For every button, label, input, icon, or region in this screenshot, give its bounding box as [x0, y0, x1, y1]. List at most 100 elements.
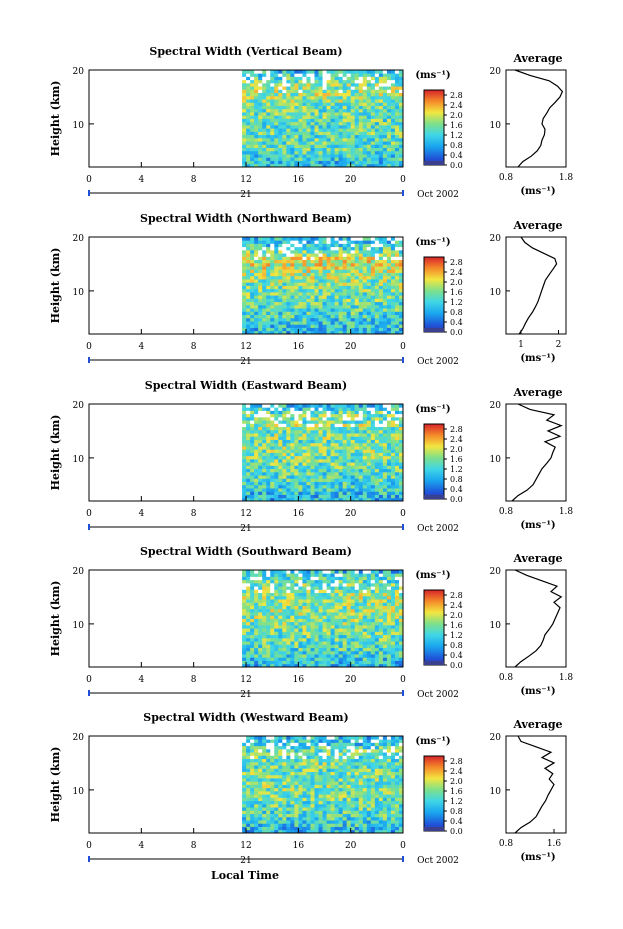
heatmap-cell [386, 579, 392, 584]
heatmap-cell [362, 237, 368, 241]
heatmap-cell [342, 73, 348, 77]
heatmap-cell [282, 624, 287, 629]
heatmap-cell [394, 650, 400, 655]
heatmap-cell [366, 112, 372, 116]
heatmap-cell [322, 259, 327, 264]
heatmap-cell [370, 608, 376, 613]
heatmap-cell [270, 285, 275, 290]
heatmap-cell [398, 304, 404, 309]
heatmap-cell [334, 455, 340, 460]
heatmap-cell [294, 478, 299, 482]
heatmap-cell [246, 455, 251, 460]
heatmap-cell [346, 121, 352, 126]
heatmap-cell [386, 637, 392, 642]
heatmap-cell [334, 484, 340, 489]
heatmap-cell [314, 240, 319, 244]
heatmap-cell [366, 327, 372, 332]
heatmap-cell [294, 618, 299, 623]
heatmap-cell [270, 121, 275, 126]
heatmap-cell [262, 321, 267, 325]
heatmap-cell [366, 637, 372, 642]
heatmap-cell [398, 634, 404, 639]
heatmap-cell [334, 631, 340, 636]
heatmap-cell [290, 612, 295, 616]
heatmap-cell [326, 269, 331, 273]
heatmap-cell [254, 82, 259, 87]
heatmap-cell [394, 458, 400, 463]
heatmap-cell [270, 631, 275, 636]
heatmap-cell [290, 108, 295, 113]
heatmap-cell [306, 650, 311, 655]
heatmap-cell [298, 641, 303, 645]
heatmap-cell [354, 439, 360, 444]
heatmap-cell [302, 76, 307, 81]
heatmap-cell [334, 240, 340, 244]
heatmap-cell [254, 439, 259, 444]
heatmap-cell [346, 602, 352, 606]
heatmap-cell [326, 304, 331, 309]
heatmap-cell [366, 442, 372, 447]
heatmap-cell [298, 137, 303, 142]
heatmap-cell [290, 105, 295, 110]
heatmap-cell [246, 605, 251, 610]
heatmap-cell [294, 112, 299, 116]
heatmap-cell [350, 99, 356, 103]
heatmap-cell [242, 291, 247, 296]
heatmap-cell [286, 147, 291, 152]
heatmap-cell [386, 154, 392, 158]
heatmap-cell [262, 262, 267, 267]
heatmap-cell [314, 79, 319, 84]
heatmap-cell [302, 612, 307, 616]
heatmap-cell [298, 321, 303, 325]
heatmap-cell [278, 282, 283, 286]
heatmap-cell [342, 321, 348, 325]
heatmap-cell [330, 86, 335, 90]
heatmap-cell [330, 410, 335, 415]
heatmap-cell [326, 246, 331, 251]
heatmap-cell [250, 404, 255, 408]
heatmap-cell [330, 478, 335, 482]
heatmap-cell [322, 288, 327, 293]
heatmap-cell [322, 644, 327, 648]
heatmap-cell [330, 291, 335, 296]
heatmap-cell [382, 644, 388, 648]
heatmap-cell [318, 599, 323, 603]
heatmap-cell [362, 275, 368, 280]
heatmap-cell [298, 579, 303, 584]
heatmap-cell [358, 134, 364, 139]
heatmap-cell [314, 608, 319, 613]
heatmap-cell [246, 663, 251, 668]
heatmap-cell [318, 246, 323, 251]
heatmap-cell [342, 89, 348, 94]
heatmap-cell [250, 150, 255, 155]
heatmap-cell [350, 599, 356, 603]
heatmap-cell [354, 599, 360, 603]
heatmap-cell [242, 439, 247, 444]
heatmap-cell [346, 570, 352, 574]
heatmap-cell [286, 416, 291, 421]
heatmap-cell [270, 605, 275, 610]
heatmap-cell [250, 301, 255, 306]
heatmap-cell [298, 404, 303, 408]
heatmap-cell [350, 458, 356, 463]
heatmap-cell [262, 279, 267, 283]
heatmap-cell [346, 115, 352, 119]
heatmap-cell [330, 314, 335, 319]
heatmap-cell [278, 141, 283, 145]
heatmap-cell [242, 301, 247, 306]
heatmap-cell [342, 442, 348, 447]
heatmap-cell [334, 426, 340, 431]
heatmap-cell [350, 262, 356, 267]
heatmap-cell [398, 269, 404, 273]
heatmap-cell [302, 243, 307, 248]
heatmap-cell [326, 608, 331, 613]
heatmap-cell [314, 291, 319, 296]
heatmap-cell [282, 657, 287, 661]
heatmap-cell [362, 141, 368, 145]
heatmap-cell [358, 497, 364, 502]
heatmap-cell [270, 573, 275, 577]
heatmap-cell [370, 423, 376, 428]
heatmap-cell [290, 95, 295, 100]
heatmap-cell [350, 647, 356, 652]
heatmap-cell [286, 269, 291, 273]
